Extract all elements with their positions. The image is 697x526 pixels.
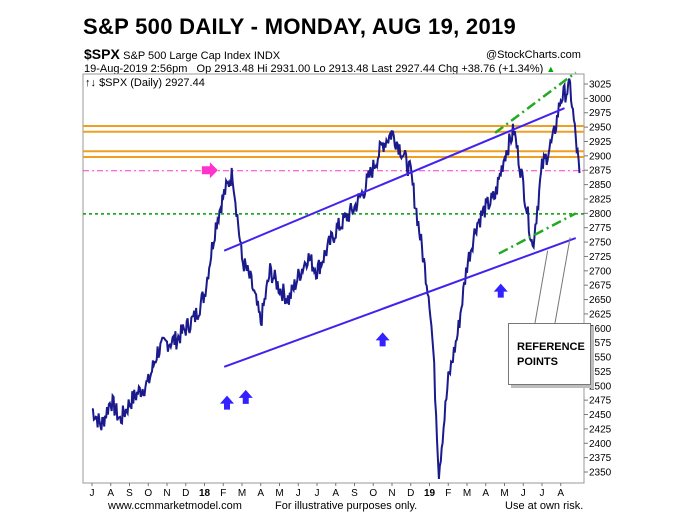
legend: ↑↓ $SPX (Daily) 2927.44 [85,77,205,89]
x-tick-label: F [220,488,226,499]
legend-label: $SPX (Daily) 2927.44 [99,77,205,89]
legend-icon: ↑↓ [85,77,96,89]
x-tick-label: S [126,488,133,499]
y-tick-label: 3000 [589,94,612,105]
chart-title: S&P 500 DAILY - MONDAY, AUG 19, 2019 [83,14,517,39]
callout-line1: REFERENCE [517,341,585,353]
x-tick-label: D [407,488,414,499]
ohlc-values: Op 2913.48 Hi 2931.00 Lo 2913.48 Last 29… [196,63,544,75]
date-stamp: 19-Aug-2019 2:56pm [84,63,188,75]
index-name: S&P 500 Large Cap Index INDX [123,50,281,62]
x-tick-label: J [521,488,526,499]
y-tick-label: 2675 [589,281,612,292]
reference-points-callout: REFERENCE POINTS [508,323,591,385]
x-tick-label: J [315,488,320,499]
x-tick-label: N [163,488,170,499]
x-tick-label: M [275,488,283,499]
x-tick-label: D [182,488,189,499]
x-tick-label: O [144,488,152,499]
chg-arrow: ▲ [546,64,556,74]
pink-reference-arrow [201,162,218,179]
y-tick-label: 2850 [589,180,612,191]
y-tick-label: 2625 [589,309,612,320]
callout-leader-line [554,237,571,324]
x-tick-label: M [500,488,508,499]
x-tick-label: A [107,488,114,499]
x-tick-label: A [257,488,264,499]
x-tick-label: A [332,488,339,499]
x-tick-label: A [482,488,489,499]
x-tick-label: S [351,488,358,499]
blue-reference-arrow [493,283,508,298]
y-tick-label: 2950 [589,123,612,134]
blue-reference-arrow [220,395,234,410]
y-tick-label: 2375 [589,453,612,464]
x-tick-label: J [540,488,545,499]
y-tick-label: 2400 [589,439,612,450]
symbol: $SPX [84,46,120,62]
green-lower-trendline [498,212,577,255]
y-tick-label: 2775 [589,223,612,234]
x-tick-label: J [90,488,95,499]
plot-frame [82,73,585,484]
y-tick-label: 2600 [589,324,612,335]
y-tick-label: 2925 [589,137,612,148]
x-tick-label: J [296,488,301,499]
footer-website: www.ccmmarketmodel.com [108,500,242,512]
y-tick-label: 2900 [589,151,612,162]
x-tick-label: 19 [424,488,436,499]
y-tick-label: 2550 [589,353,612,364]
y-tick-label: 2500 [589,381,612,392]
blue-reference-arrow [238,389,253,404]
blue-reference-arrow [375,332,390,347]
watermark: @StockCharts.com [486,49,581,61]
x-tick-label: O [369,488,377,499]
x-tick-label: 18 [199,488,211,499]
y-tick-label: 2825 [589,194,612,205]
x-tick-label: M [463,488,471,499]
x-tick-label: F [445,488,451,499]
y-tick-label: 2975 [589,108,612,119]
y-tick-label: 2575 [589,338,612,349]
callout-line2: POINTS [517,356,558,368]
y-tick-label: 2650 [589,295,612,306]
callout-leader-line [534,250,549,324]
price-series-line [91,78,581,479]
footer-risk: Use at own risk. [505,500,584,512]
y-tick-label: 2450 [589,410,612,421]
y-tick-label: 2700 [589,266,612,277]
header-symbol-row: $SPX S&P 500 Large Cap Index INDX [84,46,280,62]
y-tick-label: 2425 [589,424,612,435]
y-tick-label: 2475 [589,396,612,407]
y-tick-label: 2350 [589,468,612,479]
y-tick-label: 2750 [589,238,612,249]
lower-channel-line [223,237,577,368]
ohlc-row: 19-Aug-2019 2:56pm Op 2913.48 Hi 2931.00… [84,63,555,75]
upper-channel-line [223,107,565,252]
y-tick-label: 2875 [589,166,612,177]
x-tick-label: A [557,488,564,499]
y-tick-label: 2725 [589,252,612,263]
y-tick-label: 3025 [589,80,612,91]
footer-disclaimer: For illustrative purposes only. [275,500,418,512]
y-tick-label: 2525 [589,367,612,378]
green-upper-trendline [494,71,577,134]
y-tick-label: 2800 [589,209,612,220]
x-tick-label: M [238,488,246,499]
x-tick-label: N [388,488,395,499]
